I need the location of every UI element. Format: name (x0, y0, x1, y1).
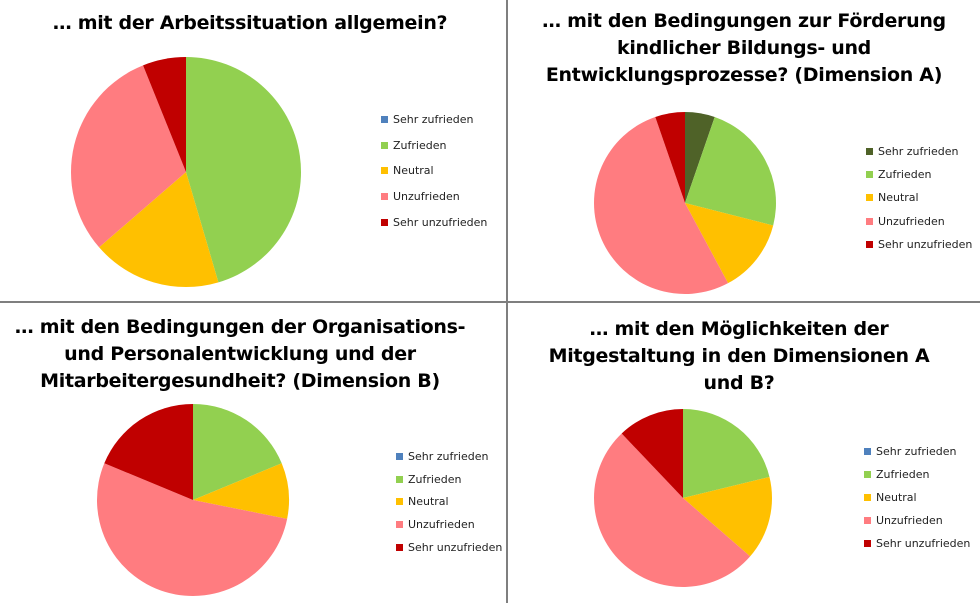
pie-slice-zufrieden (193, 404, 282, 500)
legend-item: Sehr zufrieden (381, 113, 473, 126)
legend-label: Sehr zufrieden (878, 145, 959, 158)
legend-swatch (864, 517, 871, 524)
horizontal-divider (0, 301, 980, 303)
legend-label: Neutral (393, 164, 434, 178)
legend-swatch (381, 218, 388, 226)
legend-label: Sehr unzufrieden (876, 537, 971, 550)
chart-title-line: … mit den Möglichkeiten der (589, 318, 889, 340)
pie-slice-sehr-unzufrieden (104, 404, 193, 500)
legend-swatch (864, 448, 871, 455)
legend-swatch (864, 540, 871, 547)
legend-label: Unzufrieden (876, 514, 943, 527)
legend-label: Neutral (878, 191, 919, 205)
legend-item: Zufrieden (396, 473, 461, 486)
legend-swatch (396, 521, 403, 529)
legend-swatch (866, 194, 873, 202)
legend-item: Sehr unzufrieden (864, 537, 970, 550)
pie-slice-neutral (99, 172, 219, 287)
legend-swatch (396, 475, 403, 483)
pie-slice-unzufrieden (593, 116, 729, 295)
legend-item: Neutral (396, 495, 449, 508)
legend-item: Sehr zufrieden (866, 145, 958, 158)
legend-label: Zufrieden (408, 472, 462, 486)
legend-swatch (396, 498, 403, 506)
pie-slice-zufrieden (683, 409, 770, 498)
legend-item: Unzufrieden (866, 215, 945, 228)
chart-title: … mit den Bedingungen zur Förderung kindl… (508, 8, 980, 89)
legend-swatch (396, 453, 403, 460)
chart-title-line: Mitarbeitergesundheit? (Dimension B) (40, 370, 440, 392)
legend-item: Sehr unzufrieden (866, 238, 972, 251)
pie-slice-unzufrieden (97, 463, 288, 597)
legend-swatch (381, 193, 388, 201)
legend-swatch (866, 240, 873, 248)
legend-item: Neutral (381, 164, 434, 177)
legend-label: Neutral (408, 495, 449, 509)
legend-item: Sehr zufrieden (396, 450, 488, 463)
legend-item: Unzufrieden (396, 518, 475, 531)
legend-swatch (396, 543, 403, 551)
legend-label: Zufrieden (393, 138, 447, 152)
pie-slice-sehr-unzufrieden (621, 409, 683, 498)
pie-slice-sehr-unzufrieden (143, 57, 186, 172)
pie-slice-neutral (685, 203, 774, 284)
legend-item: Unzufrieden (381, 190, 460, 203)
legend-item: Sehr unzufrieden (381, 216, 487, 229)
chart-title: … mit der Arbeitssituation allgemein? (0, 10, 500, 37)
legend-swatch (864, 494, 871, 501)
legend-label: Sehr unzufrieden (393, 215, 488, 229)
legend-item: Zufrieden (866, 168, 931, 181)
chart-title-line: … mit den Bedingungen der Organisations- (14, 316, 466, 338)
legend-label: Sehr zufrieden (876, 445, 957, 458)
pie-slice-neutral (683, 476, 772, 557)
legend-swatch (866, 217, 873, 225)
legend-label: Neutral (876, 491, 917, 504)
pie-slice-zufrieden (685, 116, 777, 226)
legend-label: Sehr unzufrieden (408, 540, 503, 554)
legend-item: Neutral (864, 491, 917, 504)
legend-swatch (864, 471, 871, 478)
pie-slice-sehr-zufrieden (685, 112, 715, 203)
legend-item: Zufrieden (381, 139, 446, 152)
legend-swatch (381, 167, 388, 175)
pie-slice-sehr-unzufrieden (655, 112, 685, 203)
pie-slice-zufrieden (186, 57, 301, 283)
legend-label: Sehr zufrieden (393, 113, 474, 126)
chart-title-line: und B? (703, 372, 775, 394)
pie-slice-unzufrieden (70, 65, 186, 248)
legend-label: Unzufrieden (408, 518, 475, 532)
legend-swatch (866, 171, 873, 179)
legend-label: Unzufrieden (393, 190, 460, 204)
legend-item: Zufrieden (864, 468, 929, 481)
legend-swatch (381, 116, 388, 123)
chart-title-line: kindlicher Bildungs- und (617, 37, 871, 59)
legend-item: Sehr unzufrieden (396, 541, 502, 554)
chart-title-line: … mit der Arbeitssituation allgemein? (52, 12, 448, 34)
legend-label: Sehr zufrieden (408, 450, 489, 463)
chart-title-line: … mit den Bedingungen zur Förderung (542, 10, 946, 32)
legend-swatch (381, 141, 388, 149)
chart-title: … mit den Möglichkeiten der Mitgestaltung… (508, 316, 970, 397)
legend-item: Neutral (866, 191, 919, 204)
legend-swatch (866, 148, 873, 155)
chart-title-line: Entwicklungsprozesse? (Dimension A) (545, 64, 943, 86)
chart-title-line: und Personalentwicklung und der (64, 343, 416, 365)
legend-item: Unzufrieden (864, 514, 943, 527)
chart-title: … mit den Bedingungen der Organisations-… (0, 314, 480, 395)
legend-label: Zufrieden (878, 168, 932, 182)
pie-slice-neutral (193, 463, 289, 519)
legend-label: Unzufrieden (878, 214, 945, 228)
pie-slice-unzufrieden (594, 433, 751, 587)
legend-item: Sehr zufrieden (864, 445, 956, 458)
legend-label: Zufrieden (876, 468, 930, 481)
chart-title-line: Mitgestaltung in den Dimensionen A (548, 345, 930, 367)
legend-label: Sehr unzufrieden (878, 237, 973, 251)
